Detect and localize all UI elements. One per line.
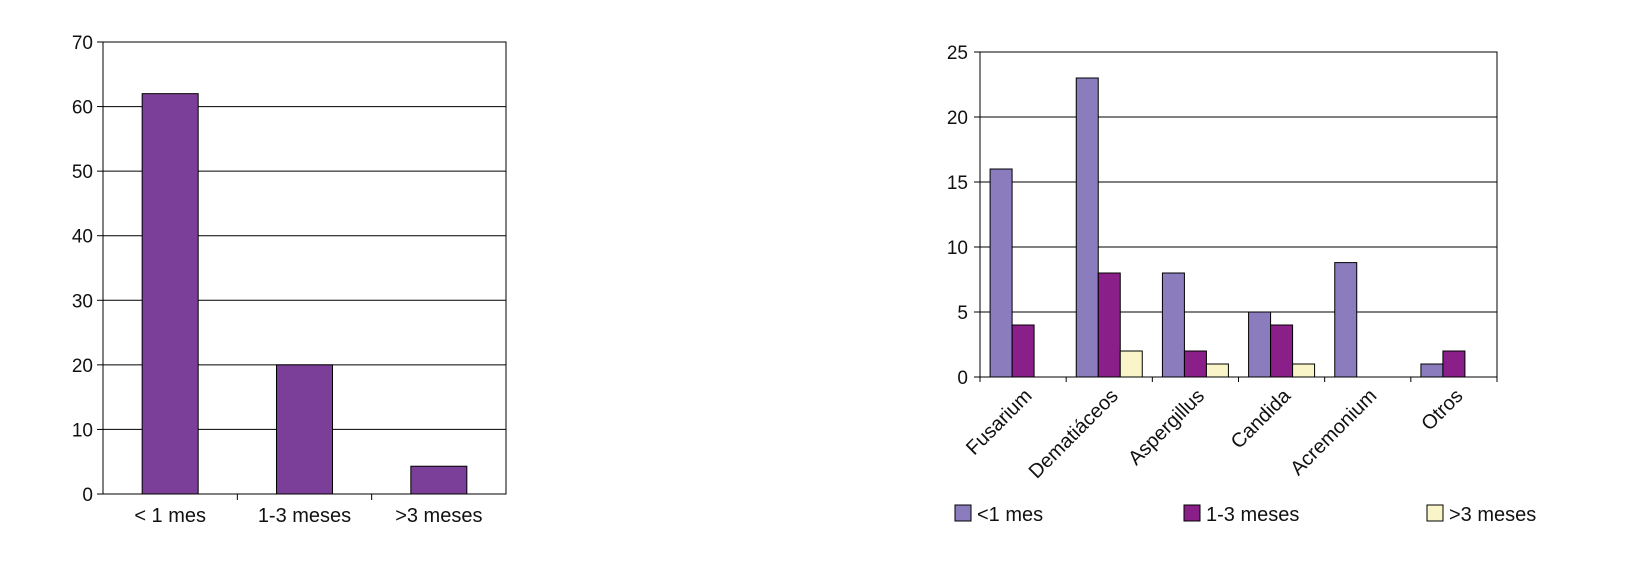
legend-swatch	[1426, 504, 1444, 522]
x-category-label: < 1 mes	[134, 505, 206, 527]
legend-label: <1 mes	[977, 504, 1043, 526]
y-tick-label: 40	[72, 227, 93, 248]
y-tick-label: 0	[82, 485, 93, 506]
bar	[1442, 350, 1466, 378]
y-tick-label: 10	[947, 238, 968, 259]
x-category-label: Aspergillus	[1124, 385, 1209, 470]
bar	[1248, 311, 1272, 378]
bar	[989, 168, 1013, 378]
y-tick-label: 20	[947, 108, 968, 129]
y-tick-label: 60	[72, 98, 93, 119]
legend-swatch	[954, 504, 972, 522]
y-tick-label: 0	[957, 368, 968, 389]
bar	[1292, 363, 1316, 378]
bar	[1420, 363, 1444, 378]
x-category-label: 1-3 meses	[258, 505, 351, 527]
y-tick-label: 20	[72, 356, 93, 377]
chart-age-distribution: 0 10 20 30 40 50 60 70 < 1 mes 1-3 meses >3 meses	[72, 33, 507, 527]
legend-label: 1-3 meses	[1206, 504, 1299, 526]
legend-label: >3 meses	[1449, 504, 1536, 526]
x-category-label: Otros	[1417, 385, 1467, 435]
plot-frame	[979, 51, 1498, 378]
y-tick-label: 50	[72, 162, 93, 183]
x-category-label: Acremonium	[1286, 385, 1381, 480]
bar	[1075, 77, 1099, 378]
bar	[1205, 363, 1229, 378]
bar	[141, 93, 199, 495]
legend-swatch	[1183, 504, 1201, 522]
y-tick-label: 10	[72, 420, 93, 441]
bar	[276, 364, 333, 495]
y-tick-label: 15	[947, 173, 968, 194]
bar	[1270, 324, 1294, 378]
bar	[1011, 324, 1035, 378]
bar	[1097, 272, 1121, 378]
x-category-label: Candida	[1227, 384, 1296, 453]
bar	[1119, 350, 1143, 378]
y-tick-label: 5	[957, 303, 968, 324]
y-tick-label: 30	[72, 291, 93, 312]
y-tick-label: 25	[947, 43, 968, 64]
x-category-label: Dematiáceos	[1025, 385, 1123, 483]
x-category-label: Fusarium	[962, 385, 1037, 460]
bar	[1334, 262, 1358, 378]
y-tick-label: 70	[72, 33, 93, 54]
bar	[410, 465, 468, 495]
bar	[1161, 272, 1185, 378]
bar	[1183, 350, 1207, 378]
x-category-label: >3 meses	[395, 505, 482, 527]
